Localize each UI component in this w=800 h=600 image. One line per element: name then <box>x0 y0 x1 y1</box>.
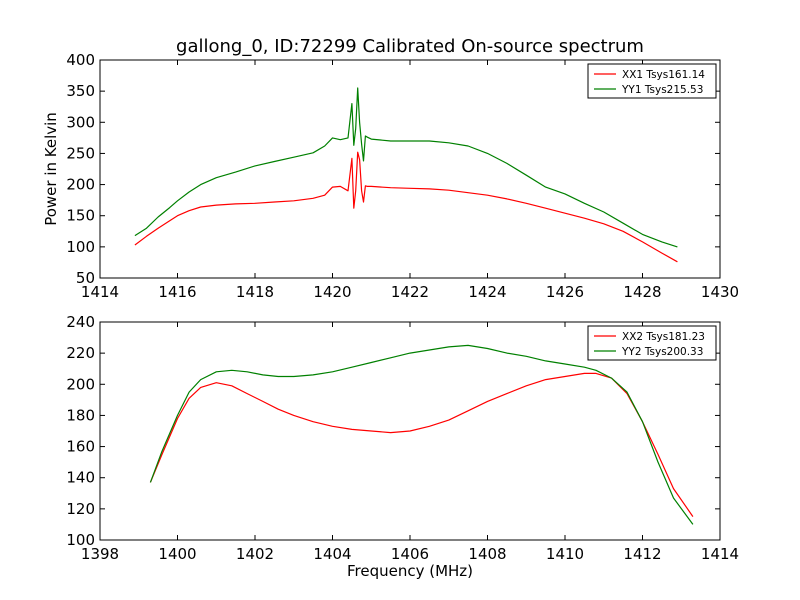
x-tick-label: 1416 <box>158 283 196 301</box>
x-tick-label: 1406 <box>391 545 429 563</box>
series-line-xx1 <box>134 151 678 263</box>
legend-label: YY2 Tsys200.33 <box>621 346 703 358</box>
y-tick-label: 160 <box>66 438 95 456</box>
axes-frame <box>99 321 721 541</box>
x-tick-label: 1412 <box>623 545 661 563</box>
x-tick-label: 1414 <box>81 283 119 301</box>
y-tick-label: 100 <box>66 531 95 549</box>
x-tick-label: 1410 <box>546 545 584 563</box>
y-axis-title: Power in Kelvin <box>42 112 60 226</box>
x-tick-label: 1426 <box>546 283 584 301</box>
series-line-yy2 <box>149 344 694 525</box>
y-tick-label: 140 <box>66 469 95 487</box>
y-tick-label: 220 <box>66 344 95 362</box>
y-tick-label: 180 <box>66 406 95 424</box>
y-tick-label: 250 <box>66 144 95 162</box>
x-tick-label: 1404 <box>313 545 351 563</box>
y-tick-label: 300 <box>66 113 95 131</box>
x-tick-label: 1418 <box>236 283 274 301</box>
legend-box <box>587 63 717 99</box>
x-tick-label: 1424 <box>468 283 506 301</box>
x-tick-label: 1422 <box>391 283 429 301</box>
x-tick-label: 1398 <box>81 545 119 563</box>
y-tick-label: 200 <box>66 176 95 194</box>
y-tick-label: 120 <box>66 500 95 518</box>
y-tick-label: 240 <box>66 313 95 331</box>
series-line-yy1 <box>134 87 678 248</box>
top-plot: 1414 1416 1418 1420 1422 1424 1426 1428 1430 50 10… <box>42 51 739 301</box>
legend-label: XX2 Tsys181.23 <box>622 331 705 343</box>
legend-label: YY1 Tsys215.53 <box>621 84 703 96</box>
legend-box <box>587 325 717 361</box>
y-tick-label: 400 <box>66 51 95 69</box>
x-tick-label: 1428 <box>623 283 661 301</box>
x-tick-label: 1402 <box>236 545 274 563</box>
y-tick-label: 350 <box>66 82 95 100</box>
bottom-plot: 1398 1400 1402 1404 1406 1408 1410 1412 1414 100 1… <box>66 313 739 580</box>
y-tick-label: 50 <box>76 269 95 287</box>
y-tick-label: 150 <box>66 207 95 225</box>
x-axis-title: Frequency (MHz) <box>347 562 473 580</box>
x-tick-label: 1430 <box>701 283 739 301</box>
y-tick-label: 200 <box>66 375 95 393</box>
legend-label: XX1 Tsys161.14 <box>622 69 705 81</box>
x-tick-label: 1408 <box>468 545 506 563</box>
x-tick-label: 1420 <box>313 283 351 301</box>
x-tick-label: 1400 <box>158 545 196 563</box>
x-tick-label: 1414 <box>701 545 739 563</box>
figure-title: gallong_0, ID:72299 Calibrated On-source… <box>176 36 644 57</box>
axes-frame <box>99 59 721 279</box>
y-tick-label: 100 <box>66 238 95 256</box>
series-line-xx2 <box>149 372 694 517</box>
